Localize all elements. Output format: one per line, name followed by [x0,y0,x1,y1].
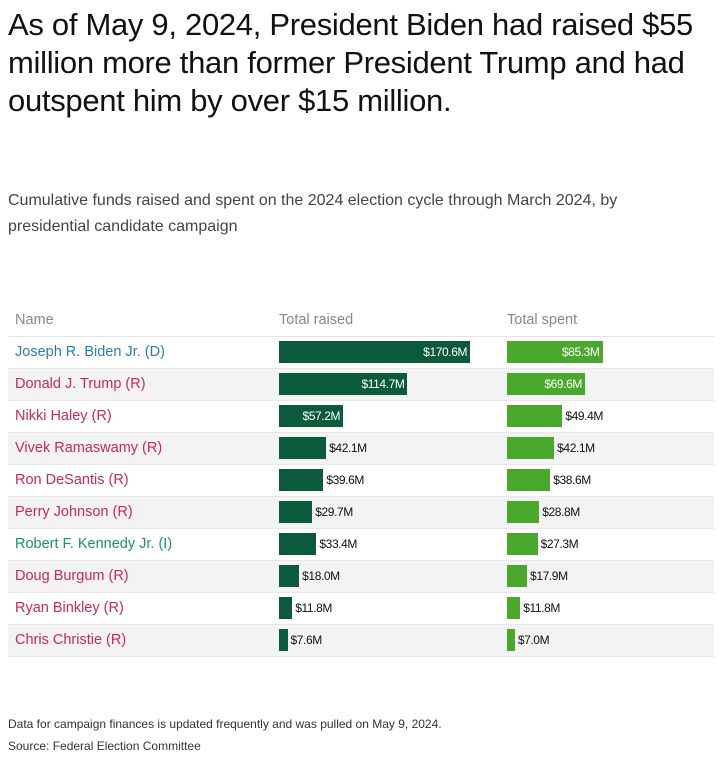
spent-bar [507,565,528,587]
raised-bar [279,629,288,651]
footer-source: Source: Federal Election Committee [8,739,201,753]
raised-bar [279,341,471,363]
header-spent: Total spent [507,312,578,328]
spent-bar [507,437,555,459]
candidate-name: Joseph R. Biden Jr. (D) [15,344,165,360]
spent-bar [507,501,540,523]
raised-value-label: $114.7M [361,377,405,391]
table-row: Ryan Binkley (R) $11.8M $11.8M [8,593,714,625]
raised-bar [279,469,324,491]
header-name: Name [15,312,54,328]
table-row: Perry Johnson (R) $29.7M $28.8M [8,497,714,529]
spent-value-label: $49.4M [565,409,603,423]
spent-bar [507,597,521,619]
table-header: Name Total raised Total spent [8,306,714,337]
spent-value-label: $42.1M [557,441,595,455]
candidate-name: Robert F. Kennedy Jr. (I) [15,536,173,552]
raised-bar [279,405,344,427]
raised-bar [279,533,317,555]
header-raised: Total raised [279,312,354,328]
chart-subtitle: Cumulative funds raised and spent on the… [8,192,618,235]
table-row: Robert F. Kennedy Jr. (I) $33.4M $27.3M [8,529,714,561]
raised-bar [279,437,327,459]
raised-value-label: $11.8M [295,601,332,615]
table-row: Chris Christie (R) $7.6M $7.0M [8,625,714,657]
raised-value-label: $57.2M [302,409,341,423]
table-row: Joseph R. Biden Jr. (D) $170.6M $85.3M [8,337,714,369]
raised-bar [279,501,313,523]
spent-value-label: $27.3M [540,537,579,551]
raised-bar [279,373,408,395]
spent-bar [507,341,603,363]
candidate-name: Donald J. Trump (R) [15,376,146,392]
candidate-name: Chris Christie (R) [15,632,127,648]
spent-value-label: $85.3M [561,345,600,359]
table-row: Doug Burgum (R) $18.0M $17.9M [8,561,714,593]
candidate-name: Nikki Haley (R) [15,408,112,424]
raised-value-label: $39.6M [326,473,364,487]
raised-value-label: $33.4M [319,537,358,551]
raised-value-label: $18.0M [302,569,340,583]
candidate-name: Ron DeSantis (R) [15,472,129,488]
raised-bar [279,565,300,587]
raised-value-label: $42.1M [329,441,367,455]
spent-value-label: $69.6M [544,377,582,391]
spent-bar [507,533,538,555]
table-row: Vivek Ramaswamy (R) $42.1M $42.1M [8,433,714,465]
spent-bar [507,629,515,651]
raised-value-label: $170.6M [423,345,468,359]
raised-bar [279,597,293,619]
spent-bar [507,373,585,395]
spent-value-label: $7.0M [517,633,550,647]
spent-value-label: $11.8M [523,601,560,615]
finance-table: Name Total raised Total spent Joseph R. … [8,306,714,657]
raised-value-label: $29.7M [315,505,353,519]
spent-value-label: $17.9M [530,569,568,583]
spent-bar [507,405,563,427]
spent-value-label: $38.6M [553,473,591,487]
spent-value-label: $28.8M [542,505,580,519]
table-row: Donald J. Trump (R) $114.7M $69.6M [8,369,714,401]
table-row: Ron DeSantis (R) $39.6M $38.6M [8,465,714,497]
candidate-name: Vivek Ramaswamy (R) [15,440,163,456]
footer: Data for campaign finances is updated fr… [8,713,442,757]
candidate-name: Doug Burgum (R) [15,568,129,584]
chart-title: As of May 9, 2024, President Biden had r… [8,7,693,118]
footer-note: Data for campaign finances is updated fr… [8,717,442,731]
spent-bar [507,469,551,491]
candidate-name: Ryan Binkley (R) [15,600,124,616]
candidate-name: Perry Johnson (R) [15,504,133,520]
table-row: Nikki Haley (R) $57.2M $49.4M [8,401,714,433]
raised-value-label: $7.6M [290,633,323,647]
